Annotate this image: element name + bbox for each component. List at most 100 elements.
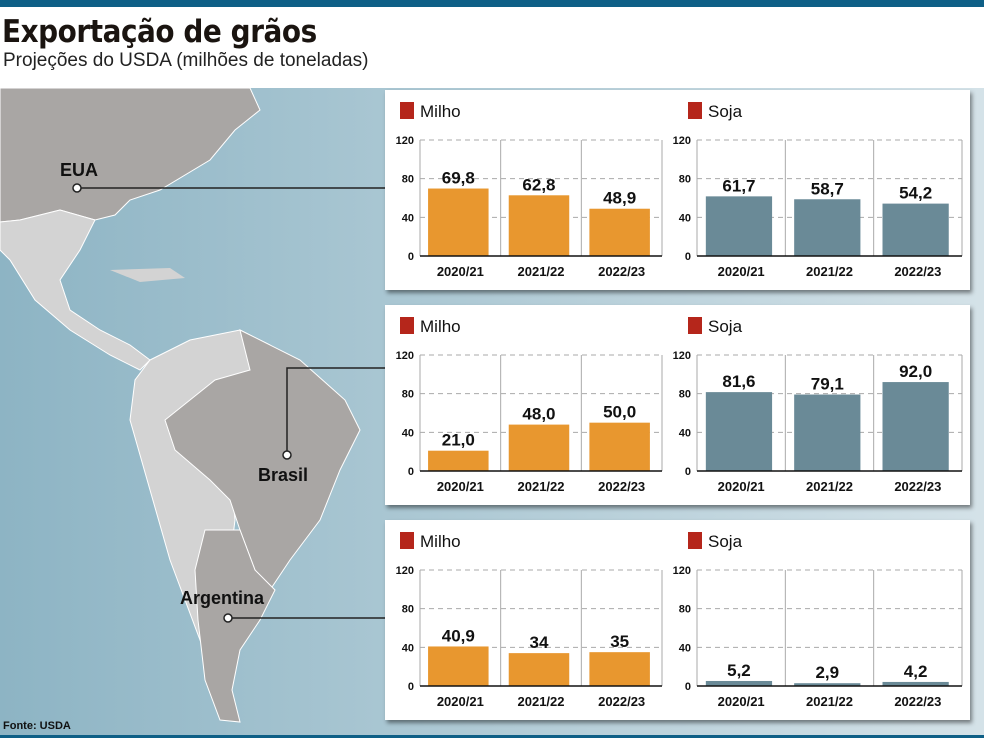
data-label: 40,9 [442, 626, 475, 645]
legend-label: Soja [708, 317, 743, 336]
data-label: 48,0 [522, 405, 555, 424]
y-tick-label: 40 [402, 212, 414, 224]
legend-swatch [400, 532, 414, 549]
land-mexico-central [0, 209, 151, 371]
legend-swatch [688, 532, 702, 549]
bar-2020/21 [428, 188, 489, 256]
chart-brasil-soja: Soja 0 40 80 120 81,6 2020/21 79,1 2021/22 92,0 20… [673, 317, 963, 494]
map-label-eua: EUA [60, 160, 99, 180]
y-tick-label: 120 [396, 135, 414, 147]
chart-argentina-milho: Milho 0 40 80 120 40,9 2020/21 34 2021/22 35 2022/… [396, 532, 663, 709]
bar-2020/21 [428, 450, 489, 471]
page-title: Exportação de grãos [2, 14, 317, 50]
x-tick-label: 2020/21 [718, 264, 765, 279]
data-label: 54,2 [899, 184, 932, 203]
bar-2022/23 [882, 203, 949, 256]
legend-label: Milho [420, 102, 461, 121]
x-tick-label: 2021/22 [518, 694, 565, 709]
y-tick-label: 0 [685, 681, 691, 693]
y-tick-label: 40 [679, 642, 691, 654]
y-tick-label: 80 [402, 174, 414, 186]
legend-label: Soja [708, 102, 743, 121]
page-subtitle: Projeções do USDA (milhões de toneladas) [3, 50, 369, 71]
y-tick-label: 80 [679, 389, 691, 401]
y-tick-label: 120 [396, 565, 414, 577]
bar-2022/23 [589, 208, 650, 256]
bottom-bar [0, 735, 984, 738]
top-bar [0, 0, 984, 7]
source-note: Fonte: USDA [3, 720, 71, 732]
data-label: 81,6 [722, 372, 755, 391]
data-label: 21,0 [442, 431, 475, 450]
x-tick-label: 2020/21 [718, 694, 765, 709]
data-label: 58,7 [811, 179, 844, 198]
data-label: 4,2 [904, 662, 928, 681]
y-tick-label: 40 [679, 427, 691, 439]
data-label: 5,2 [727, 661, 751, 680]
land-caribbean [110, 268, 185, 282]
y-tick-label: 0 [408, 251, 414, 263]
x-tick-label: 2021/22 [518, 479, 565, 494]
data-label: 61,7 [722, 176, 755, 195]
y-tick-label: 0 [685, 251, 691, 263]
panel-charts: Milho 0 40 80 120 69,8 2020/21 62,8 2021/22 48,9 2… [396, 102, 963, 279]
bar-2021/22 [508, 653, 570, 686]
land-argentina [194, 529, 276, 723]
y-tick-label: 120 [673, 135, 691, 147]
panel-charts: Milho 0 40 80 120 40,9 2020/21 34 2021/22 35 2022/… [396, 532, 963, 709]
chart-argentina-soja: Soja 0 40 80 120 5,2 2020/21 2,9 2021/22 4,2 2022/… [673, 532, 963, 709]
x-tick-label: 2020/21 [437, 264, 484, 279]
map-label-brasil: Brasil [258, 465, 309, 485]
chart-brasil-milho: Milho 0 40 80 120 21,0 2020/21 48,0 2021/22 50,0 2… [396, 317, 663, 494]
x-tick-label: 2022/23 [598, 264, 645, 279]
y-tick-label: 80 [402, 389, 414, 401]
data-label: 48,9 [603, 189, 636, 208]
legend-swatch [400, 102, 414, 119]
x-tick-label: 2020/21 [437, 479, 484, 494]
panel-brasil: Milho 0 40 80 120 21,0 2020/21 48,0 2021/22 50,0 2… [385, 305, 970, 505]
marker-brasil [282, 450, 292, 460]
bar-2022/23 [589, 422, 650, 471]
legend-label: Soja [708, 532, 743, 551]
x-tick-label: 2021/22 [806, 264, 853, 279]
y-tick-label: 120 [396, 350, 414, 362]
bar-2022/23 [882, 681, 949, 686]
x-tick-label: 2021/22 [806, 694, 853, 709]
chart-eua-milho: Milho 0 40 80 120 69,8 2020/21 62,8 2021/22 48,9 2… [396, 102, 663, 279]
bar-2021/22 [794, 683, 861, 686]
legend-swatch [688, 102, 702, 119]
bar-2020/21 [705, 196, 773, 256]
x-tick-label: 2022/23 [598, 694, 645, 709]
marker-eua [72, 183, 82, 193]
legend-label: Milho [420, 317, 461, 336]
y-tick-label: 0 [685, 466, 691, 478]
panel-eua: Milho 0 40 80 120 69,8 2020/21 62,8 2021/22 48,9 2… [385, 90, 970, 290]
data-label: 34 [530, 633, 549, 652]
legend-swatch [688, 317, 702, 334]
x-tick-label: 2020/21 [718, 479, 765, 494]
panel-charts: Milho 0 40 80 120 21,0 2020/21 48,0 2021/22 50,0 2… [396, 317, 963, 494]
data-label: 92,0 [899, 362, 932, 381]
bar-2021/22 [508, 195, 570, 256]
x-tick-label: 2022/23 [598, 479, 645, 494]
y-tick-label: 40 [402, 427, 414, 439]
y-tick-label: 80 [402, 604, 414, 616]
chart-eua-soja: Soja 0 40 80 120 61,7 2020/21 58,7 2021/22 54,2 20… [673, 102, 963, 279]
bar-2021/22 [508, 424, 570, 471]
y-tick-label: 0 [408, 466, 414, 478]
bar-2021/22 [794, 199, 861, 256]
x-tick-label: 2022/23 [894, 479, 941, 494]
panel-argentina: Milho 0 40 80 120 40,9 2020/21 34 2021/22 35 2022/… [385, 520, 970, 720]
data-label: 2,9 [815, 663, 839, 682]
y-tick-label: 40 [679, 212, 691, 224]
legend-label: Milho [420, 532, 461, 551]
map-label-argentina: Argentina [180, 588, 265, 608]
x-tick-label: 2020/21 [437, 694, 484, 709]
bar-2020/21 [428, 646, 489, 686]
data-label: 35 [610, 632, 629, 651]
x-tick-label: 2022/23 [894, 264, 941, 279]
y-tick-label: 120 [673, 565, 691, 577]
data-label: 62,8 [522, 175, 555, 194]
marker-argentina [223, 613, 233, 623]
y-tick-label: 80 [679, 604, 691, 616]
